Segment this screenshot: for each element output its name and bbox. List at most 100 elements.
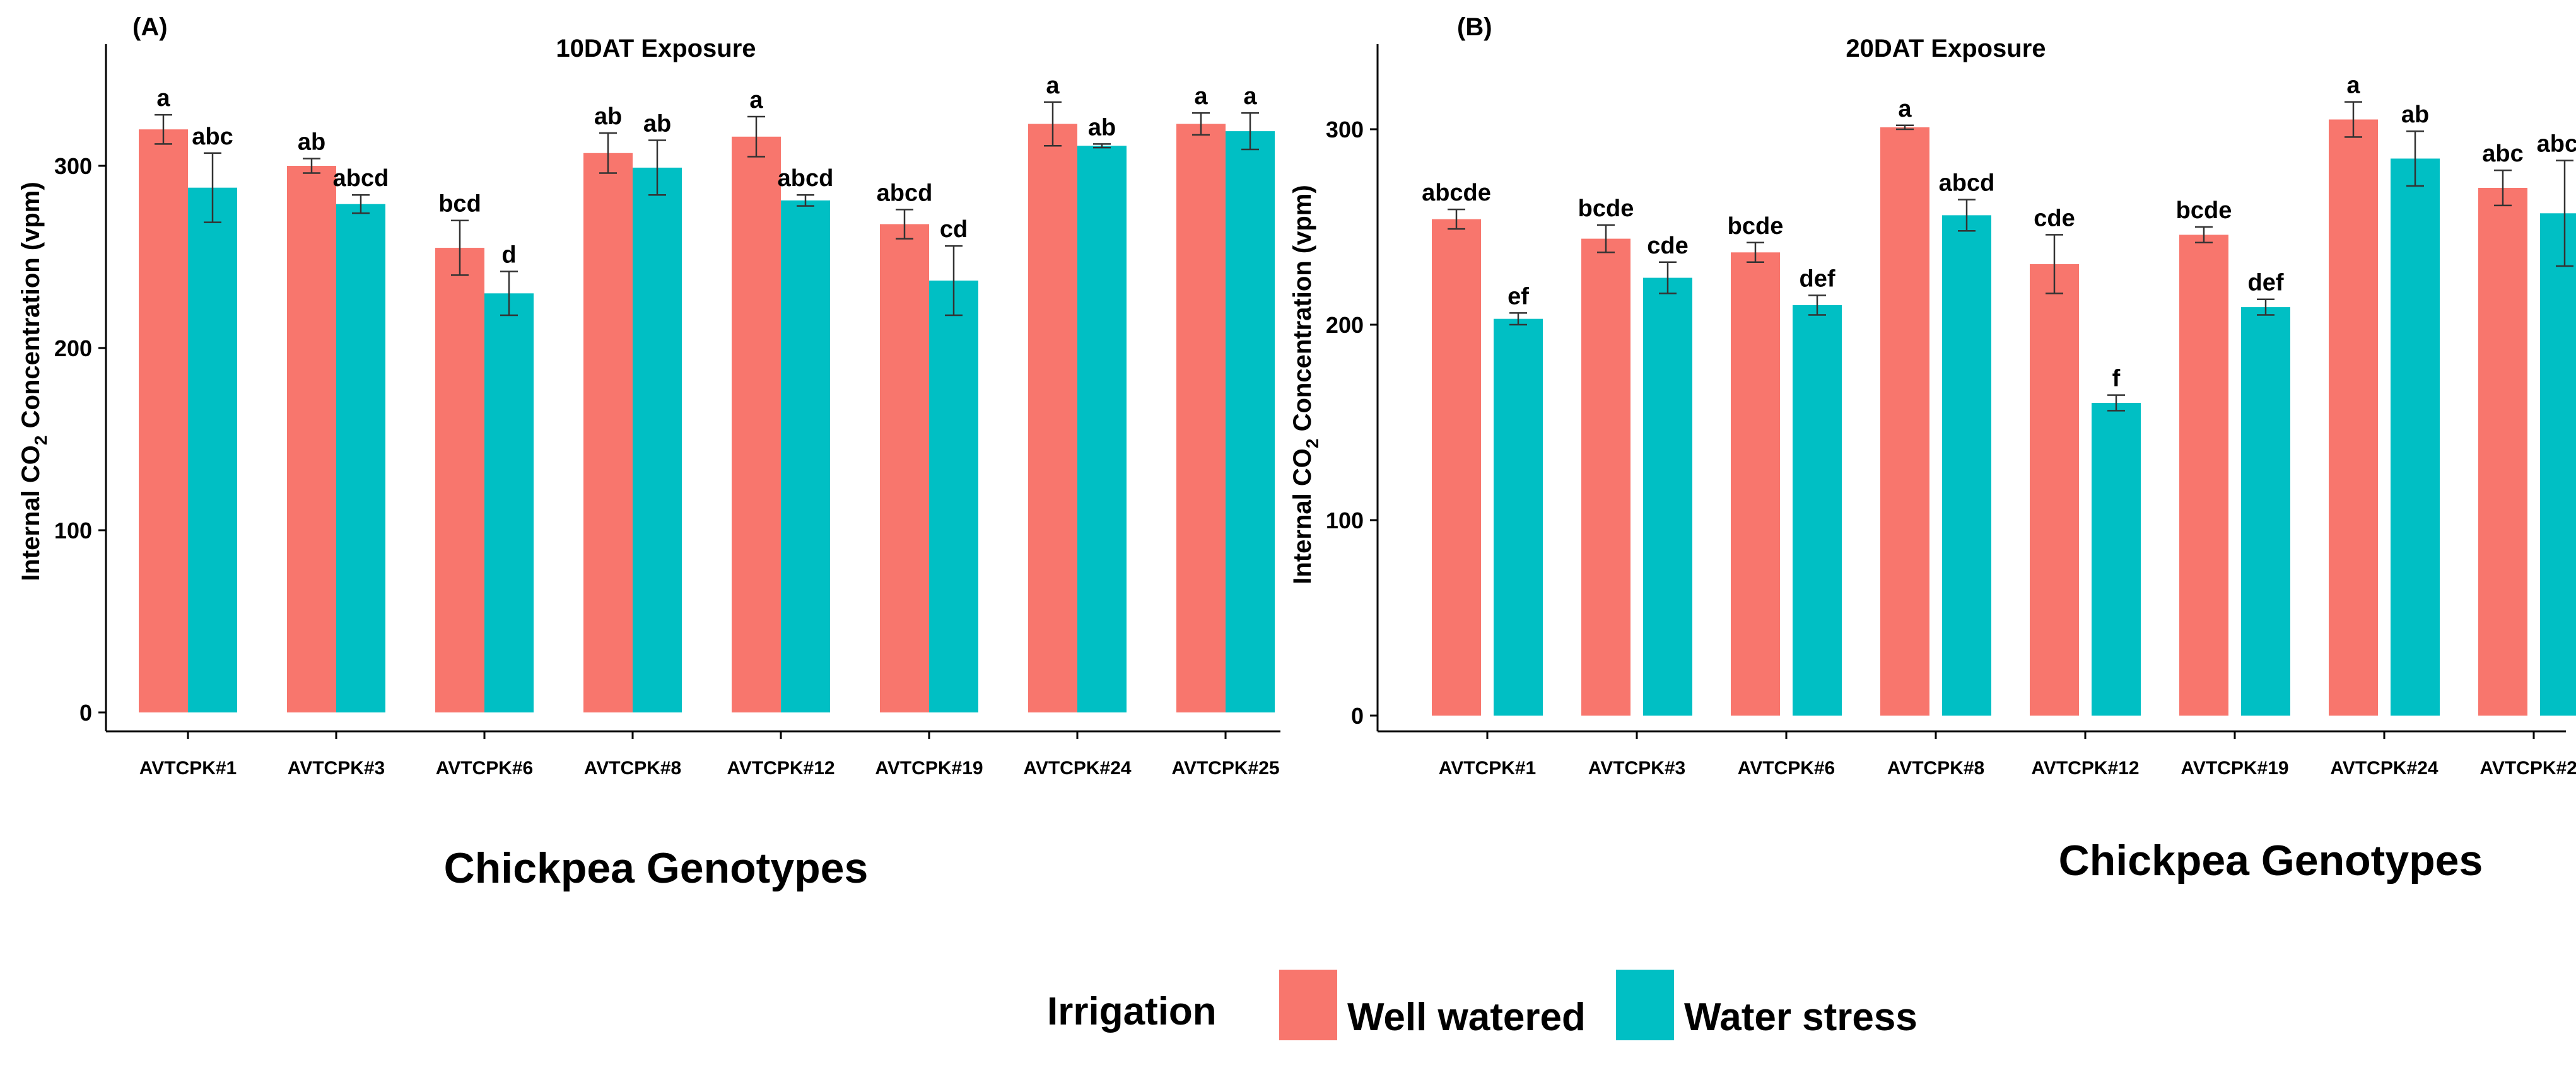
x-tick-label: AVTCPK#1 bbox=[1439, 758, 1536, 779]
significance-letter: bcde bbox=[1728, 213, 1784, 240]
error-bar bbox=[1093, 143, 1111, 149]
significance-letter: abcd bbox=[1939, 170, 1995, 197]
error-bar bbox=[451, 219, 469, 276]
significance-letter: d bbox=[501, 242, 516, 269]
x-tick-label: AVTCPK#25 bbox=[1171, 758, 1279, 779]
significance-letter: ab bbox=[594, 103, 622, 130]
significance-letter: a bbox=[1046, 73, 1060, 99]
bar-water-stress bbox=[781, 200, 830, 712]
significance-letter: f bbox=[2112, 366, 2121, 392]
significance-letter: a bbox=[1243, 83, 1257, 110]
bar-well-watered bbox=[732, 136, 781, 712]
bar-well-watered bbox=[1581, 238, 1630, 716]
error-bar bbox=[1448, 208, 1465, 230]
error-bar bbox=[2046, 234, 2063, 294]
chart-panel-2: (B) 20DAT Exposure 0 100 200 300 Internal CO2 … bbox=[1289, 13, 2576, 885]
x-tick-label: AVTCPK#8 bbox=[1887, 758, 1984, 779]
bar-well-watered bbox=[1731, 252, 1780, 716]
significance-letter: ef bbox=[1508, 283, 1529, 310]
y-tick-label: 200 bbox=[1326, 312, 1364, 338]
significance-letter: abc bbox=[192, 124, 233, 150]
error-bar bbox=[1659, 261, 1677, 294]
error-bar bbox=[2257, 298, 2274, 316]
error-bar bbox=[155, 113, 172, 145]
bar-water-stress bbox=[2241, 307, 2290, 716]
x-tick-label: AVTCPK#6 bbox=[1738, 758, 1835, 779]
significance-letter: a bbox=[749, 87, 763, 113]
x-tick-label: AVTCPK#24 bbox=[1023, 758, 1131, 779]
chart-title: 20DAT Exposure bbox=[1846, 35, 2046, 62]
bar-well-watered bbox=[2179, 235, 2228, 716]
x-tick-label: AVTCPK#24 bbox=[2330, 758, 2438, 779]
error-bar bbox=[1597, 224, 1615, 253]
error-bar bbox=[747, 115, 765, 158]
x-tick-label: AVTCPK#12 bbox=[727, 758, 834, 779]
x-tick-label: AVTCPK#25 bbox=[2479, 758, 2576, 779]
error-bar bbox=[797, 194, 814, 207]
bar-well-watered bbox=[139, 129, 188, 712]
error-bar bbox=[1896, 124, 1914, 131]
error-bar bbox=[896, 209, 913, 240]
error-bar bbox=[1958, 199, 1976, 232]
x-axis-label: Chickpea Genotypes bbox=[2059, 837, 2483, 885]
y-axis-label: Internal CO2 Concentration (vpm) bbox=[17, 182, 50, 581]
y-tick-label: 200 bbox=[54, 335, 92, 361]
significance-letter: cde bbox=[1647, 233, 1688, 259]
significance-letter: abcd bbox=[778, 165, 834, 192]
bar-water-stress bbox=[929, 281, 978, 712]
significance-letter: bcd bbox=[438, 191, 481, 218]
bar-well-watered bbox=[2478, 188, 2527, 716]
legend: Irrigation Well watered Water stress bbox=[1047, 970, 1917, 1040]
error-bar bbox=[2195, 226, 2213, 244]
bar-well-watered bbox=[1432, 219, 1481, 716]
error-bar bbox=[1241, 112, 1259, 151]
legend-title: Irrigation bbox=[1047, 990, 1217, 1033]
x-tick-label: AVTCPK#1 bbox=[139, 758, 237, 779]
y-tick-label: 300 bbox=[54, 153, 92, 179]
legend-swatch-well-watered bbox=[1279, 970, 1337, 1040]
significance-letter: a bbox=[2346, 73, 2360, 99]
error-bar bbox=[2107, 394, 2125, 412]
significance-letter: abcde bbox=[1422, 180, 1491, 206]
x-tick-label: AVTCPK#6 bbox=[436, 758, 533, 779]
x-tick-label: AVTCPK#19 bbox=[875, 758, 983, 779]
bar-water-stress bbox=[2391, 158, 2440, 716]
panel-label: (A) bbox=[132, 13, 168, 41]
significance-letter: ab bbox=[643, 111, 671, 137]
error-bar bbox=[1808, 294, 1826, 316]
error-bar bbox=[648, 139, 666, 196]
x-tick-label: AVTCPK#19 bbox=[2181, 758, 2288, 779]
significance-letter: ab bbox=[298, 129, 325, 155]
bar-well-watered bbox=[2329, 119, 2378, 716]
legend-label-well-watered: Well watered bbox=[1347, 996, 1586, 1039]
bar-water-stress bbox=[336, 204, 385, 712]
y-tick-label: 100 bbox=[1326, 508, 1364, 533]
x-tick-label: AVTCPK#12 bbox=[2031, 758, 2139, 779]
bar-water-stress bbox=[633, 167, 682, 712]
bar-well-watered bbox=[435, 248, 484, 712]
x-tick-label: AVTCPK#3 bbox=[1588, 758, 1685, 779]
significance-letter: def bbox=[2248, 270, 2284, 296]
y-tick-label: 0 bbox=[1351, 703, 1364, 729]
x-tick-label: AVTCPK#8 bbox=[584, 758, 681, 779]
error-bar bbox=[500, 270, 518, 316]
significance-letter: bcde bbox=[2176, 197, 2232, 224]
y-axis-label: Internal CO2 Concentration (vpm) bbox=[1289, 185, 1322, 584]
significance-letter: abcd bbox=[333, 165, 389, 192]
error-bar bbox=[2556, 160, 2573, 267]
significance-letter: abc bbox=[2482, 141, 2523, 167]
error-bar bbox=[2406, 130, 2424, 187]
y-tick-label: 300 bbox=[1326, 117, 1364, 142]
y-tick-label: 0 bbox=[79, 700, 92, 726]
error-bar bbox=[1747, 241, 1764, 264]
bar-water-stress bbox=[2092, 403, 2141, 716]
bar-water-stress bbox=[1942, 215, 1991, 716]
error-bar bbox=[2345, 101, 2362, 138]
bar-water-stress bbox=[188, 187, 237, 712]
error-bar bbox=[303, 158, 320, 174]
error-bar bbox=[352, 194, 370, 214]
significance-letter: abcd bbox=[877, 180, 933, 206]
